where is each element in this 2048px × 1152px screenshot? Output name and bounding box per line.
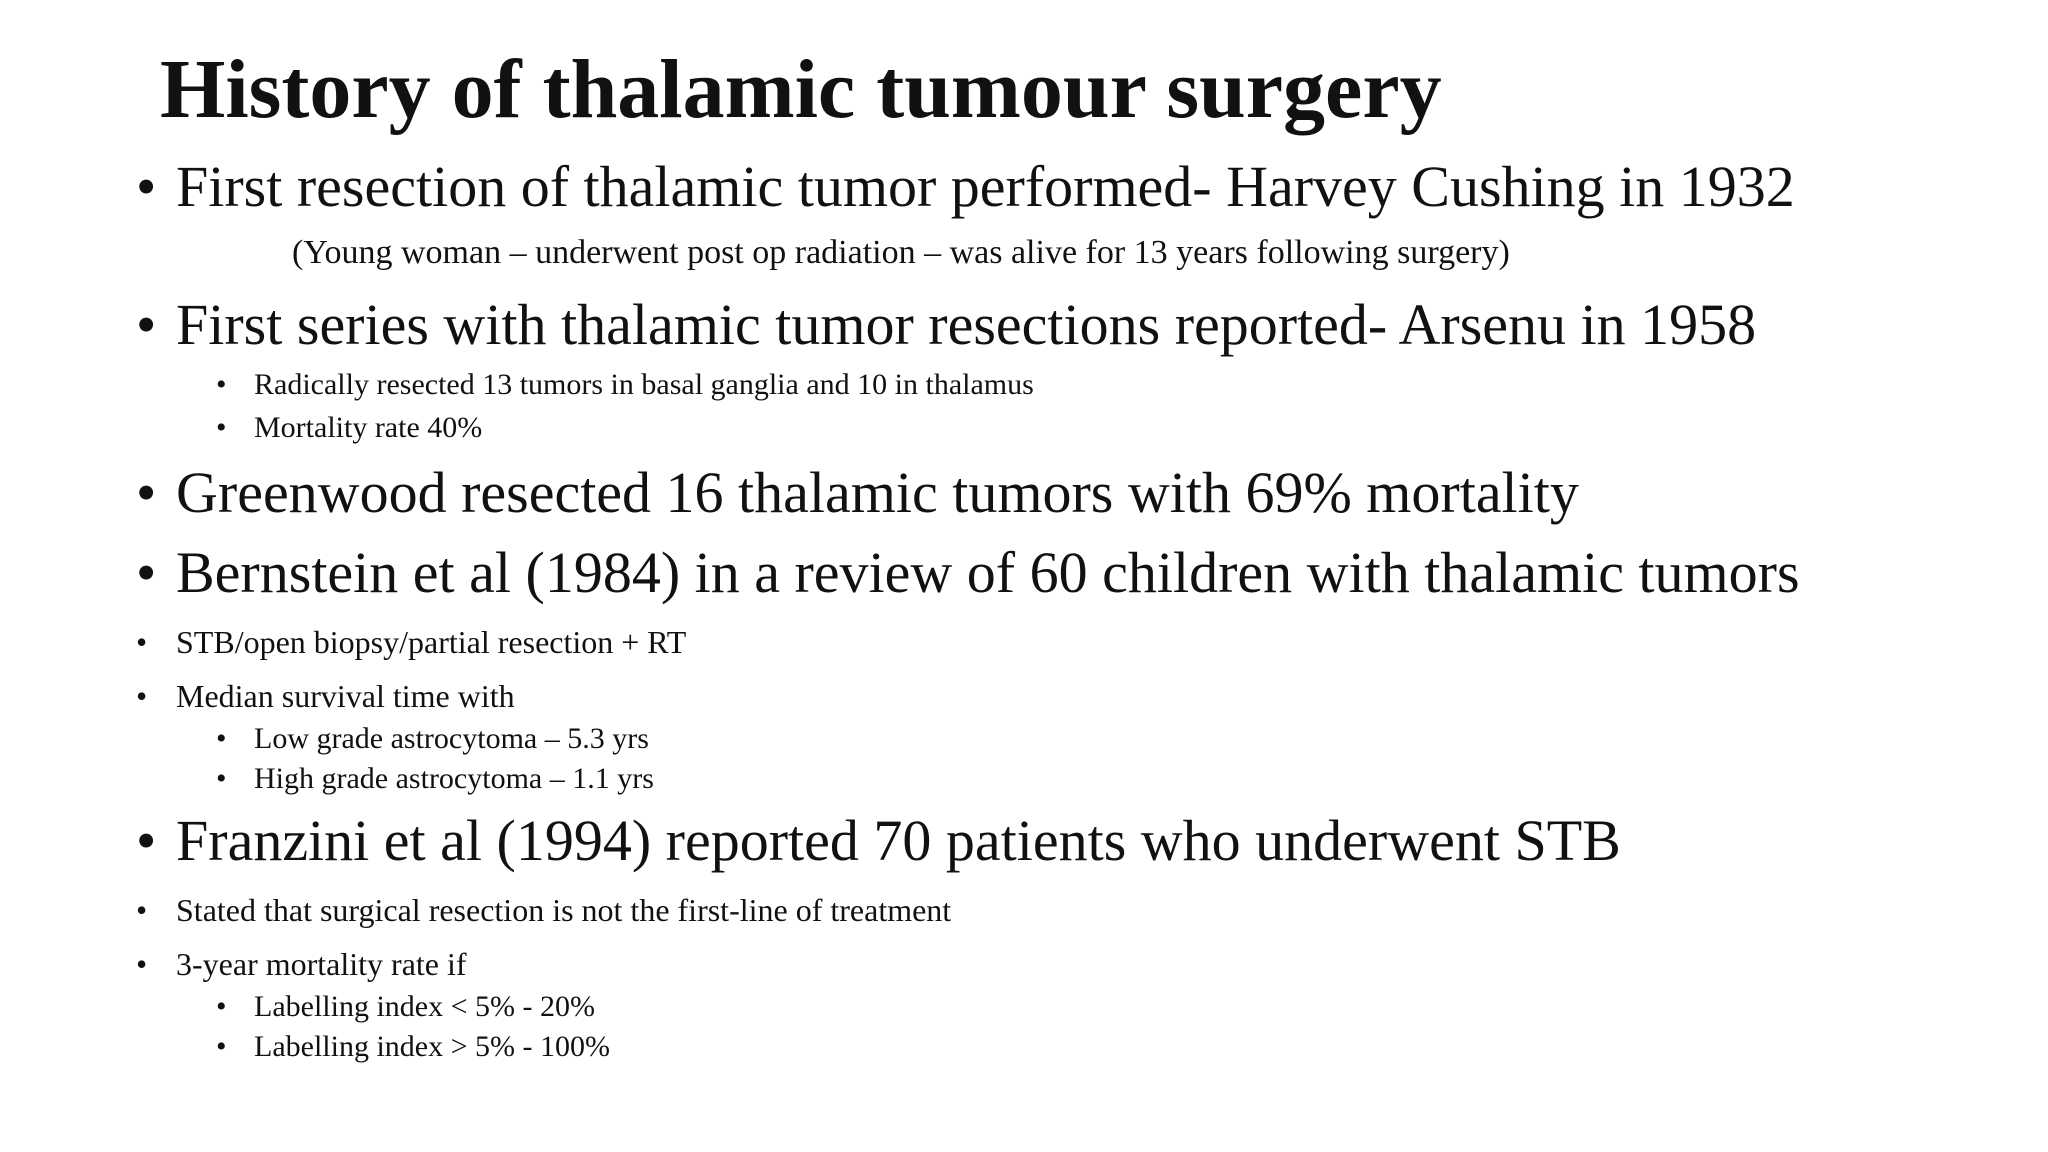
bullet-item: • First series with thalamic tumor resec…	[136, 290, 1757, 360]
bullet-marker: •	[136, 946, 148, 982]
bullet-marker: •	[216, 990, 227, 1023]
sub-bullet-item: • Radically resected 13 tumors in basal …	[216, 366, 1034, 404]
bullet-text: Stated that surgical resection is not th…	[176, 892, 952, 928]
bullet-marker: •	[136, 292, 157, 357]
bullet-text: Median survival time with	[176, 678, 515, 714]
bullet-item: • Franzini et al (1994) reported 70 pati…	[136, 806, 1621, 876]
sub-bullet-item: • Labelling index < 5% - 20%	[216, 988, 596, 1026]
bullet-item: • 3-year mortality rate if	[136, 944, 467, 984]
bullet-marker: •	[216, 722, 227, 755]
sub-bullet-item: • High grade astrocytoma – 1.1 yrs	[216, 760, 654, 798]
slide-title: History of thalamic tumour surgery	[160, 43, 1442, 136]
bullet-marker: •	[216, 762, 227, 795]
bullet-marker: •	[136, 624, 148, 660]
bullet-item: • Stated that surgical resection is not …	[136, 890, 952, 930]
bullet-text: STB/open biopsy/partial resection + RT	[176, 624, 687, 660]
bullet-item: • Median survival time with	[136, 676, 515, 716]
bullet-marker: •	[216, 368, 227, 401]
bullet-text: Radically resected 13 tumors in basal ga…	[254, 368, 1034, 401]
bullet-marker: •	[136, 460, 157, 525]
bullet-marker: •	[216, 1030, 227, 1063]
bullet-text: Low grade astrocytoma – 5.3 yrs	[254, 722, 649, 755]
bullet-text: First series with thalamic tumor resecti…	[176, 292, 1757, 357]
bullet-item: • Bernstein et al (1984) in a review of …	[136, 538, 1800, 608]
bullet-marker: •	[136, 808, 157, 873]
bullet-text: Mortality rate 40%	[254, 411, 483, 444]
sub-bullet-item: • Low grade astrocytoma – 5.3 yrs	[216, 720, 649, 758]
bullet-marker: •	[136, 678, 148, 714]
bullet-item: • STB/open biopsy/partial resection + RT	[136, 622, 687, 662]
bullet-text: Labelling index < 5% - 20%	[254, 990, 596, 1023]
bullet-text: High grade astrocytoma – 1.1 yrs	[254, 762, 654, 795]
bullet-text: Greenwood resected 16 thalamic tumors wi…	[176, 460, 1579, 525]
bullet-text: First resection of thalamic tumor perfor…	[176, 154, 1795, 219]
bullet-text: Bernstein et al (1984) in a review of 60…	[176, 540, 1800, 605]
bullet-text: 3-year mortality rate if	[176, 946, 467, 982]
sub-bullet-item: • Mortality rate 40%	[216, 409, 483, 447]
sub-bullet-item: • Labelling index > 5% - 100%	[216, 1028, 611, 1066]
note-text: (Young woman – underwent post op radiati…	[292, 232, 1510, 274]
bullet-marker: •	[136, 540, 157, 605]
bullet-item: • First resection of thalamic tumor perf…	[136, 152, 1795, 222]
bullet-text: Labelling index > 5% - 100%	[254, 1030, 611, 1063]
bullet-marker: •	[136, 892, 148, 928]
bullet-marker: •	[136, 154, 157, 219]
bullet-marker: •	[216, 411, 227, 444]
note-text-content: (Young woman – underwent post op radiati…	[292, 234, 1510, 271]
bullet-item: • Greenwood resected 16 thalamic tumors …	[136, 458, 1579, 528]
bullet-text: Franzini et al (1994) reported 70 patien…	[176, 808, 1621, 873]
